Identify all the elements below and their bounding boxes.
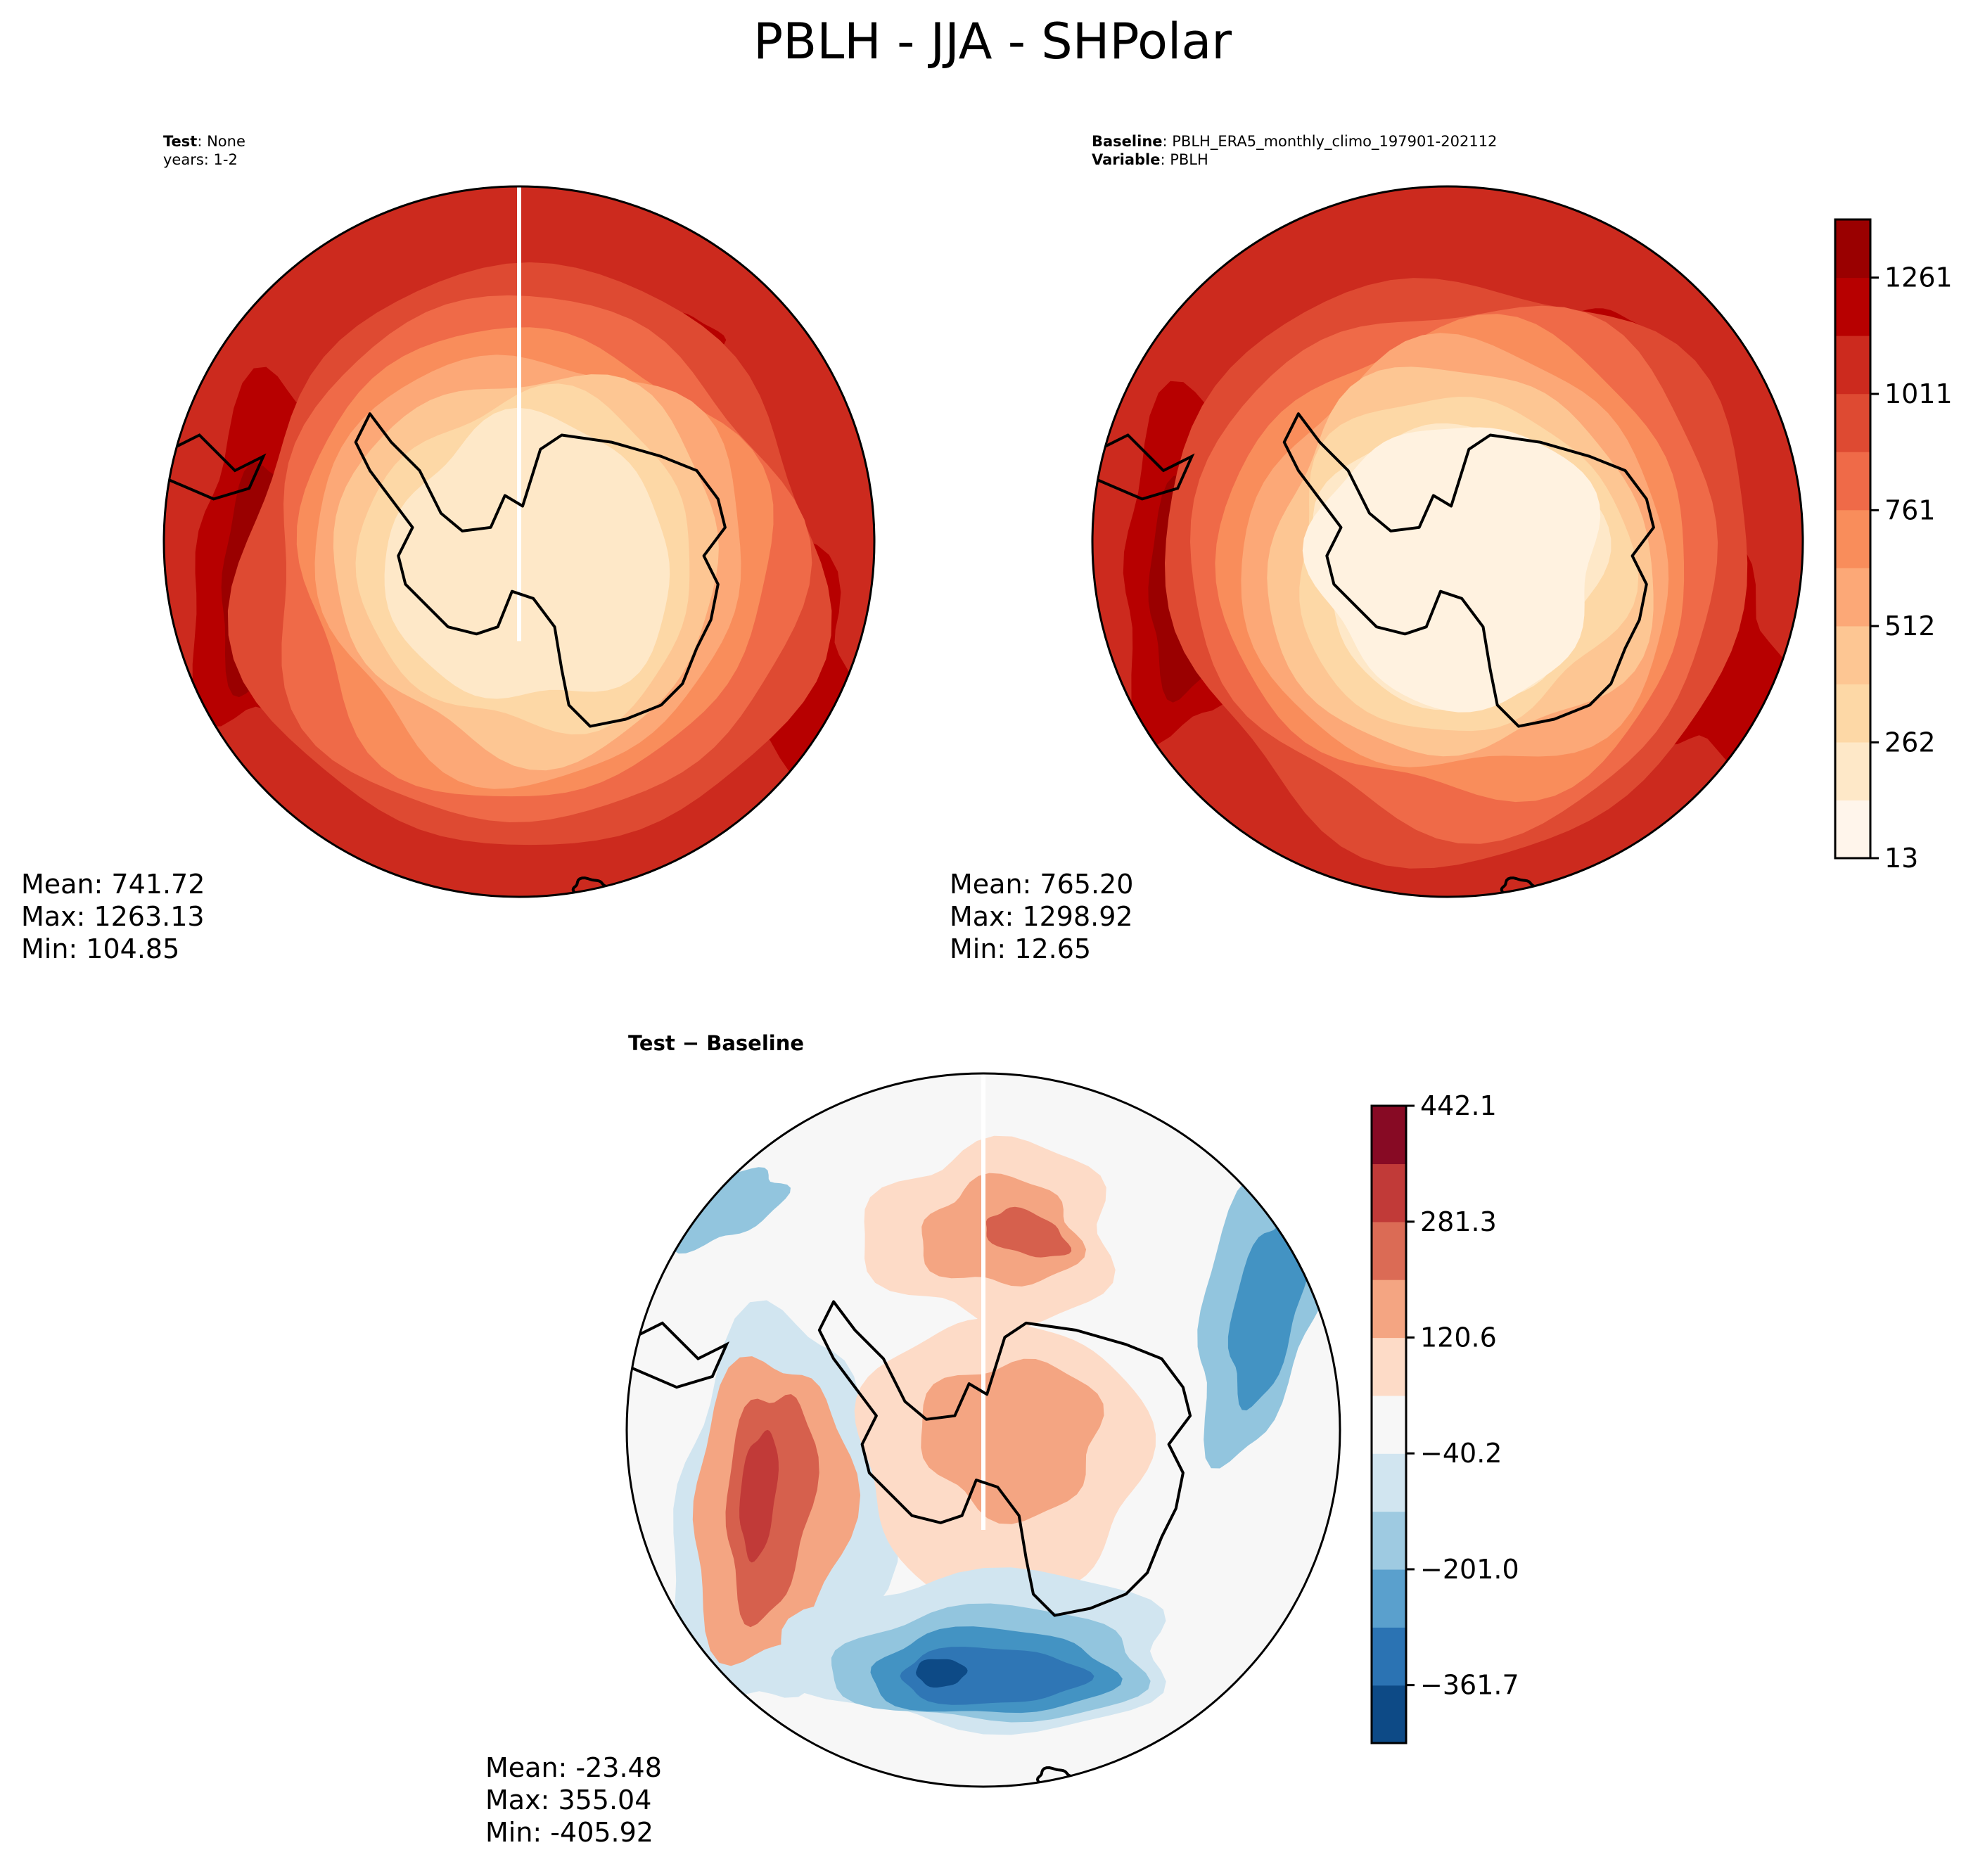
diff-colorbar-band	[1372, 1685, 1406, 1744]
top-colorbar-band	[1835, 452, 1870, 511]
baseline-stats: Mean: 765.20 Max: 1298.92 Min: 12.65	[950, 868, 1133, 965]
top-colorbar-frame	[1834, 218, 1872, 860]
diff-coastline-island	[1035, 1766, 1078, 1787]
diff-colorbar-frame	[1370, 1104, 1408, 1744]
diff-colorbar-band	[1372, 1511, 1406, 1570]
diff-colorbar-tick-label: 442.1	[1420, 1090, 1497, 1121]
baseline-meta-key: Baseline	[1092, 133, 1163, 150]
baseline-map-boundary	[1091, 185, 1804, 898]
diff-colorbar: −361.7 −201.0 −40.2 120.6 281.3 442.1	[1370, 1090, 1519, 1744]
diff-stats: Mean: -23.48 Max: 355.04 Min: -405.92	[485, 1751, 662, 1849]
test-coastline-antarctica	[354, 412, 727, 728]
test-coastline-island	[571, 876, 613, 897]
test-field	[164, 186, 874, 897]
top-colorbar-band	[1835, 219, 1870, 279]
diff-colorbar-band	[1372, 1569, 1406, 1628]
diff-meta: Test − Baseline	[628, 1031, 805, 1055]
top-colorbar-band	[1835, 336, 1870, 395]
top-colorbar-band	[1835, 741, 1870, 800]
baseline-meta: Baseline: PBLH_ERA5_monthly_climo_197901…	[1092, 132, 1497, 169]
diff-blob-cool-east-core	[1227, 1204, 1312, 1411]
top-colorbar-band	[1835, 684, 1870, 743]
diff-colorbar-band	[1372, 1221, 1406, 1280]
diff-colorbar-tick-label: 120.6	[1420, 1322, 1497, 1353]
baseline-meta-value: : PBLH_ERA5_monthly_climo_197901-202112	[1162, 133, 1498, 150]
diff-missing-seam	[981, 1073, 985, 1530]
top-colorbar-band	[1835, 568, 1870, 627]
test-max: Max: 1263.13	[21, 901, 205, 932]
diff-mean: Mean: -23.48	[485, 1752, 662, 1783]
variable-meta-value: : PBLH	[1160, 151, 1208, 168]
diff-colorbar-band	[1372, 1395, 1406, 1454]
baseline-mean: Mean: 765.20	[950, 869, 1134, 900]
diff-blob-warm-west-peak	[739, 1429, 779, 1563]
top-colorbar-band	[1835, 625, 1870, 684]
diff-blob-warm-north-core	[985, 1206, 1072, 1258]
baseline-coastline-south-america	[1092, 433, 1195, 501]
diff-colorbar-band	[1372, 1106, 1406, 1164]
diff-coastline-south-america	[627, 1321, 730, 1389]
figure-title: PBLH - JJA - SHPolar	[753, 13, 1232, 70]
test-map-group	[162, 185, 876, 898]
baseline-coastline-island	[1500, 876, 1541, 897]
diff-colorbar-band	[1372, 1280, 1406, 1339]
test-min: Min: 104.85	[21, 933, 180, 964]
top-colorbar-band	[1835, 800, 1870, 859]
diff-meta-key: Test − Baseline	[628, 1031, 805, 1055]
test-map-boundary	[162, 185, 876, 898]
top-colorbar-tick-label: 1011	[1884, 378, 1953, 409]
test-years: years: 1-2	[163, 151, 238, 168]
baseline-contour-7	[1302, 427, 1601, 713]
top-colorbar-tick-label: 512	[1884, 611, 1936, 642]
diff-colorbar-band	[1372, 1163, 1406, 1223]
diff-map-boundary	[625, 1072, 1341, 1788]
test-stats: Mean: 741.72 Max: 1263.13 Min: 104.85	[21, 868, 205, 965]
test-meta-value: : None	[197, 133, 245, 150]
diff-blob-continent-core	[921, 1358, 1104, 1524]
top-colorbar-band	[1835, 393, 1870, 452]
baseline-min: Min: 12.65	[950, 933, 1092, 964]
test-missing-seam	[517, 186, 521, 642]
top-colorbar-band	[1835, 277, 1870, 336]
baseline-map-group	[1091, 185, 1804, 898]
diff-max: Max: 355.04	[485, 1785, 652, 1816]
diff-colorbar-tick-label: −201.0	[1420, 1554, 1519, 1585]
diff-blob-cool-northwest	[665, 1167, 791, 1254]
top-colorbar-tick-label: 262	[1884, 727, 1936, 758]
top-colorbar-band	[1835, 509, 1870, 568]
diff-colorbar-band	[1372, 1453, 1406, 1512]
diff-colorbar-tick-label: −361.7	[1420, 1670, 1519, 1701]
test-coastline-south-america	[164, 433, 267, 501]
top-colorbar: 13 262 512 761 1011 1261	[1834, 218, 1953, 874]
baseline-max: Max: 1298.92	[950, 901, 1133, 932]
diff-min: Min: -405.92	[485, 1817, 653, 1848]
baseline-coastline-antarctica	[1282, 412, 1655, 728]
diff-colorbar-band	[1372, 1627, 1406, 1686]
test-contour-6	[384, 407, 670, 699]
test-meta: Test: None years: 1-2	[163, 132, 245, 169]
diff-blob-cool-south-peak	[916, 1659, 968, 1688]
diff-map-group	[625, 1072, 1341, 1788]
top-colorbar-tick-label: 13	[1884, 843, 1918, 874]
top-colorbar-tick-label: 761	[1884, 494, 1936, 525]
variable-meta-key: Variable	[1092, 151, 1161, 168]
diff-colorbar-tick-label: 281.3	[1420, 1206, 1497, 1237]
diff-colorbar-tick-label: −40.2	[1420, 1438, 1502, 1469]
test-mean: Mean: 741.72	[21, 869, 205, 900]
diff-colorbar-band	[1372, 1337, 1406, 1396]
test-meta-key: Test	[163, 133, 198, 150]
baseline-field	[1092, 186, 1803, 897]
diff-coastline-antarctica	[817, 1300, 1192, 1617]
diff-field	[627, 1073, 1340, 1787]
top-colorbar-tick-label: 1261	[1884, 262, 1953, 293]
